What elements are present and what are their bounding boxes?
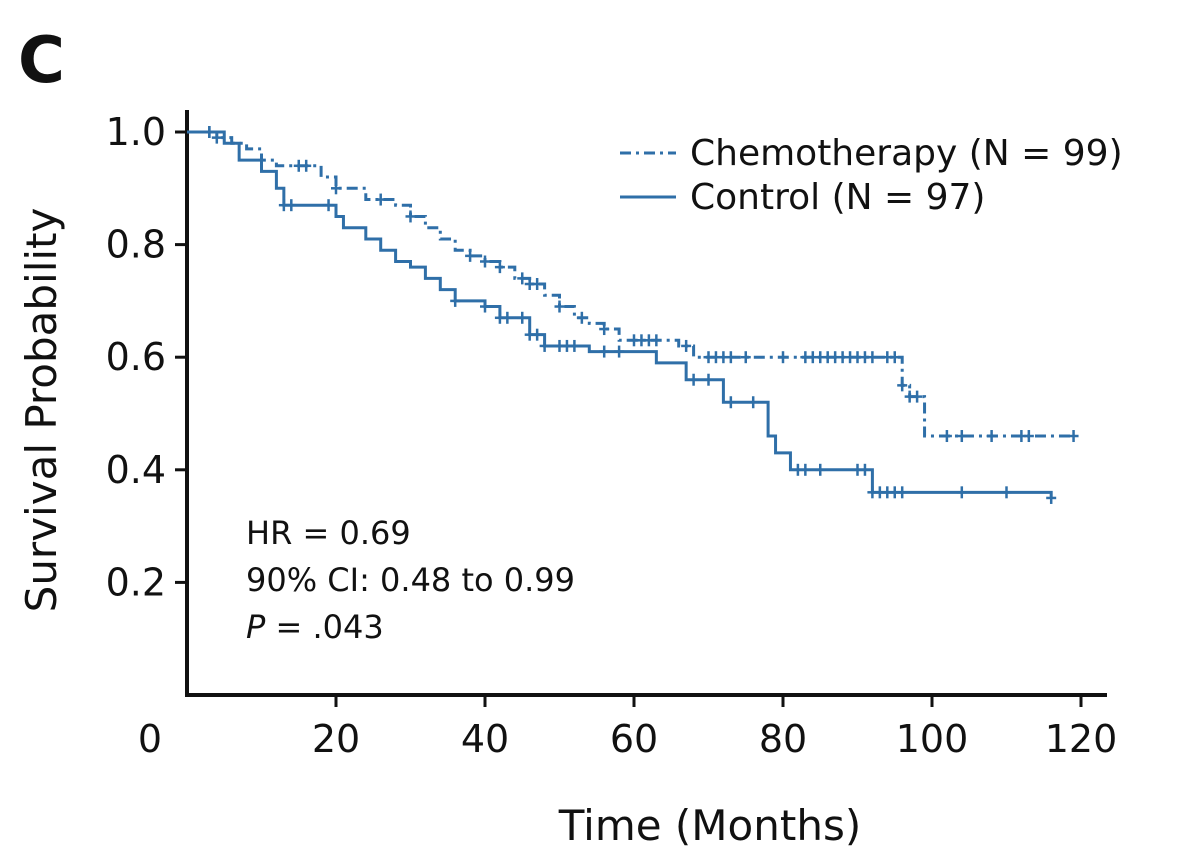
x-tick-label: 60 (610, 717, 658, 761)
p-value-text: P = .043 (246, 608, 384, 646)
p-value: = .043 (265, 608, 383, 646)
legend-label-chemotherapy: Chemotherapy (N = 99) (690, 133, 1123, 174)
censor-mark (725, 396, 736, 409)
x-tick-label: 80 (759, 717, 807, 761)
censor-mark (323, 199, 334, 212)
censor-mark (599, 345, 610, 358)
censor-mark (211, 131, 222, 144)
y-tick-label: 0.4 (106, 448, 166, 492)
y-tick-label: 0.2 (106, 560, 166, 604)
censor-mark (740, 351, 751, 364)
censor-mark (986, 430, 997, 443)
censor-mark (532, 278, 543, 291)
censor-mark (517, 272, 528, 285)
censor-mark (539, 339, 550, 352)
censor-mark (1046, 491, 1057, 504)
censor-mark (912, 390, 923, 403)
censor-mark (681, 339, 692, 352)
censor-mark (859, 463, 870, 476)
censor-mark (375, 193, 386, 206)
censor-mark (599, 323, 610, 336)
censor-mark (480, 255, 490, 268)
censor-mark (450, 294, 461, 307)
y-ticks: 0.2 0.4 0.6 0.8 1.0 (106, 110, 187, 604)
censor-mark (1068, 430, 1079, 443)
censor-mark (286, 199, 297, 212)
censor-mark (480, 300, 490, 313)
censor-mark (800, 463, 811, 476)
censor-mark (465, 249, 476, 262)
x-axis-title: Time (Months) (558, 801, 861, 850)
censor-mark (301, 159, 312, 172)
confidence-interval-text: 90% CI: 0.48 to 0.99 (246, 561, 575, 599)
series-line-control (187, 130, 1053, 498)
x-tick-label: 0 (138, 717, 162, 761)
censor-mark (502, 311, 513, 324)
censor-mark (517, 311, 528, 324)
censor-mark (956, 430, 967, 443)
censor-mark (703, 373, 714, 386)
p-symbol: P (246, 608, 266, 646)
censor-mark (897, 486, 908, 499)
censor-mark (725, 351, 736, 364)
censor-mark (569, 339, 580, 352)
censor-mark (941, 430, 952, 443)
censor-mark (956, 486, 967, 499)
x-ticks: 0 20 40 60 80 100 120 (138, 695, 1117, 761)
censor-mark (815, 463, 826, 476)
censor-mark (867, 351, 878, 364)
y-axis-title: Survival Probability (17, 208, 66, 613)
censor-mark (554, 300, 565, 313)
censor-mark (204, 126, 215, 138)
y-tick-label: 1.0 (106, 110, 166, 154)
censor-mark (1001, 486, 1012, 499)
censor-mark (778, 351, 788, 364)
x-tick-label: 40 (461, 717, 509, 761)
censor-mark (494, 261, 505, 274)
hazard-ratio-text: HR = 0.69 (246, 514, 411, 552)
y-tick-label: 0.6 (106, 335, 166, 379)
series-layer (187, 126, 1079, 504)
censor-mark (576, 311, 587, 324)
x-tick-label: 100 (896, 717, 969, 761)
y-tick-label: 0.8 (106, 223, 166, 267)
censor-mark (897, 379, 908, 392)
censor-mark (651, 334, 662, 347)
chart-axes (185, 110, 1107, 697)
censor-mark (614, 345, 625, 358)
legend-label-control: Control (N = 97) (690, 177, 985, 218)
censor-mark (688, 373, 699, 386)
panel-label: C (18, 24, 65, 98)
censor-mark (331, 182, 341, 195)
stats-annotation: HR = 0.69 90% CI: 0.48 to 0.99 P = .043 (246, 514, 575, 646)
censor-mark (405, 210, 416, 223)
x-tick-label: 20 (312, 717, 360, 761)
censor-mark (532, 328, 543, 341)
legend: Chemotherapy (N = 99) Control (N = 97) (620, 133, 1123, 218)
censor-mark (889, 351, 900, 364)
censor-mark (748, 396, 759, 409)
x-tick-label: 120 (1045, 717, 1118, 761)
censor-mark (1023, 430, 1034, 443)
